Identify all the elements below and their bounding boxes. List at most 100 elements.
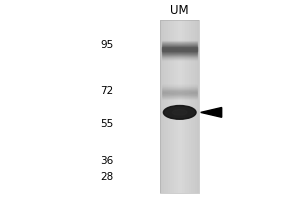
Text: 55: 55 [100,119,113,129]
Bar [160,152,199,154]
Bar [160,42,199,44]
Bar [160,93,199,96]
Bar [172,20,174,193]
Bar [160,184,199,186]
Bar [160,156,199,158]
Bar [160,74,199,76]
Bar [160,91,199,93]
Bar [160,98,199,100]
Bar [160,31,199,33]
Bar [164,20,166,193]
Text: 72: 72 [100,86,113,96]
Bar [160,102,199,104]
Bar [160,100,199,102]
Bar [160,141,199,143]
Bar [160,137,199,139]
Bar [160,35,199,37]
Bar [160,26,199,29]
Bar [160,57,199,59]
Bar [189,20,191,193]
Bar [160,180,199,182]
Bar [160,20,162,193]
Bar [182,20,184,193]
Bar [160,128,199,130]
Bar [185,20,188,193]
Bar [160,130,199,132]
Bar [160,119,199,121]
Bar [160,46,199,48]
Bar [170,20,172,193]
Bar [160,173,199,175]
Polygon shape [201,107,222,117]
Bar [160,78,199,80]
Bar [176,20,178,193]
Bar [160,139,199,141]
Bar [184,20,185,193]
Bar [174,20,176,193]
Bar [160,22,199,24]
Bar [160,145,199,147]
Bar [160,65,199,67]
Bar [160,182,199,184]
Bar [168,20,170,193]
Bar [160,111,199,113]
Bar [160,39,199,42]
Bar [160,52,199,55]
Bar [160,132,199,134]
Bar [160,67,199,70]
Bar [160,106,199,109]
Bar [160,115,199,117]
Bar [160,186,199,188]
Bar [160,44,199,46]
Ellipse shape [164,106,196,119]
Bar [160,162,199,165]
Bar [160,80,199,83]
Bar [160,83,199,85]
Bar [160,85,199,87]
Bar [160,134,199,137]
Bar [160,188,199,191]
Bar [160,61,199,63]
Bar [160,70,199,72]
Bar [160,63,199,65]
Bar [160,72,199,74]
Bar [160,96,199,98]
Bar [191,20,193,193]
Bar [160,178,199,180]
Bar [160,143,199,145]
Bar [178,20,180,193]
Bar [195,20,197,193]
Bar [160,191,199,193]
Bar [160,109,199,111]
Bar [160,160,199,162]
Bar [160,175,199,178]
Text: 36: 36 [100,156,113,166]
Bar [160,167,199,169]
Bar [160,150,199,152]
Ellipse shape [172,110,187,115]
Bar [160,121,199,124]
Text: UM: UM [170,4,189,17]
Bar [160,154,199,156]
Bar [193,20,195,193]
Bar [160,87,199,89]
Bar [160,165,199,167]
Text: 28: 28 [100,172,113,182]
Bar [180,20,182,193]
Bar [160,104,199,106]
Bar [160,37,199,39]
Bar [160,117,199,119]
Bar [160,50,199,52]
Text: 95: 95 [100,40,113,50]
Bar [197,20,199,193]
Bar [160,76,199,78]
Bar [160,20,199,193]
Bar [166,20,168,193]
Bar [160,113,199,115]
Bar [188,20,189,193]
Bar [160,20,199,22]
Bar [160,29,199,31]
Bar [160,126,199,128]
Bar [160,124,199,126]
Bar [160,89,199,91]
